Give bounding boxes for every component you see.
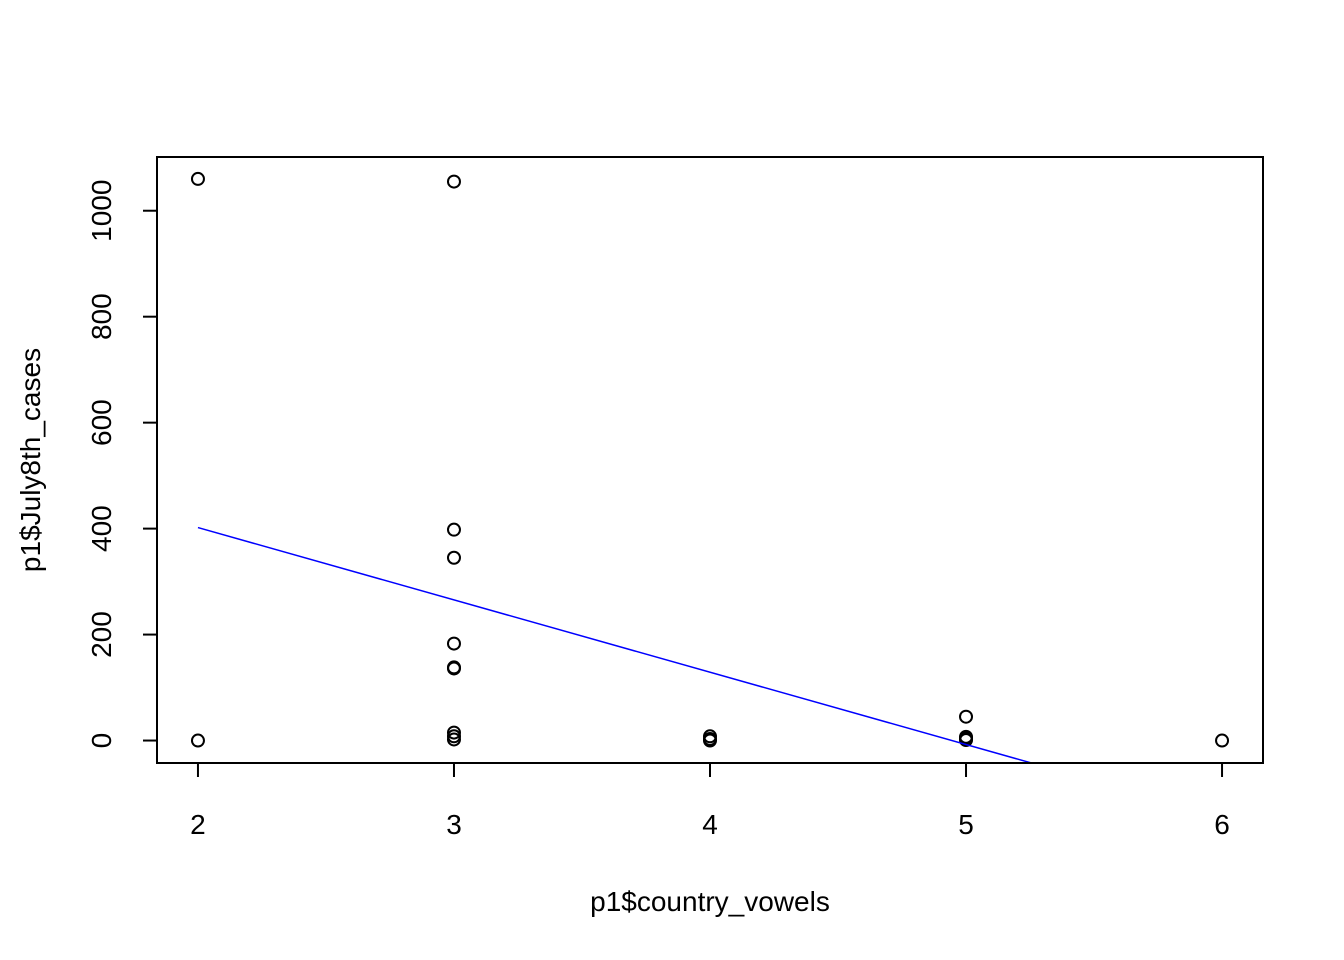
data-point bbox=[703, 733, 717, 748]
plot-box bbox=[156, 156, 1264, 764]
regression-layer bbox=[197, 526, 1035, 763]
y-tick-label: 200 bbox=[86, 611, 117, 658]
y-tick-label: 400 bbox=[86, 505, 117, 552]
x-tick-label: 5 bbox=[958, 809, 974, 840]
y-axis-title: p1$July8th_cases bbox=[15, 348, 46, 572]
data-point bbox=[959, 709, 974, 724]
data-point bbox=[446, 174, 461, 189]
regression-line bbox=[197, 526, 1035, 763]
y-tick-label: 0 bbox=[86, 733, 117, 749]
x-tick-label: 4 bbox=[702, 809, 718, 840]
y-tick-label: 600 bbox=[86, 399, 117, 446]
data-point bbox=[959, 733, 974, 748]
x-tick-label: 2 bbox=[190, 809, 206, 840]
data-point bbox=[190, 171, 205, 186]
data-point bbox=[446, 725, 461, 740]
data-point bbox=[446, 636, 461, 651]
y-tick-label: 1000 bbox=[86, 180, 117, 242]
data-point bbox=[190, 733, 205, 748]
data-point bbox=[1215, 733, 1230, 748]
data-point bbox=[446, 661, 461, 676]
y-tick-label: 800 bbox=[86, 293, 117, 340]
points-layer bbox=[190, 171, 1230, 748]
x-tick-label: 3 bbox=[446, 809, 462, 840]
x-axis-title: p1$country_vowels bbox=[590, 886, 830, 917]
x-axis: 2 3 4 5 6 bbox=[190, 762, 1230, 840]
plot-region bbox=[190, 171, 1230, 763]
data-point bbox=[446, 522, 461, 537]
data-point bbox=[446, 732, 461, 747]
y-axis: 0 200 400 600 800 1000 bbox=[86, 180, 157, 749]
x-tick-label: 6 bbox=[1214, 809, 1230, 840]
data-point bbox=[446, 550, 461, 565]
